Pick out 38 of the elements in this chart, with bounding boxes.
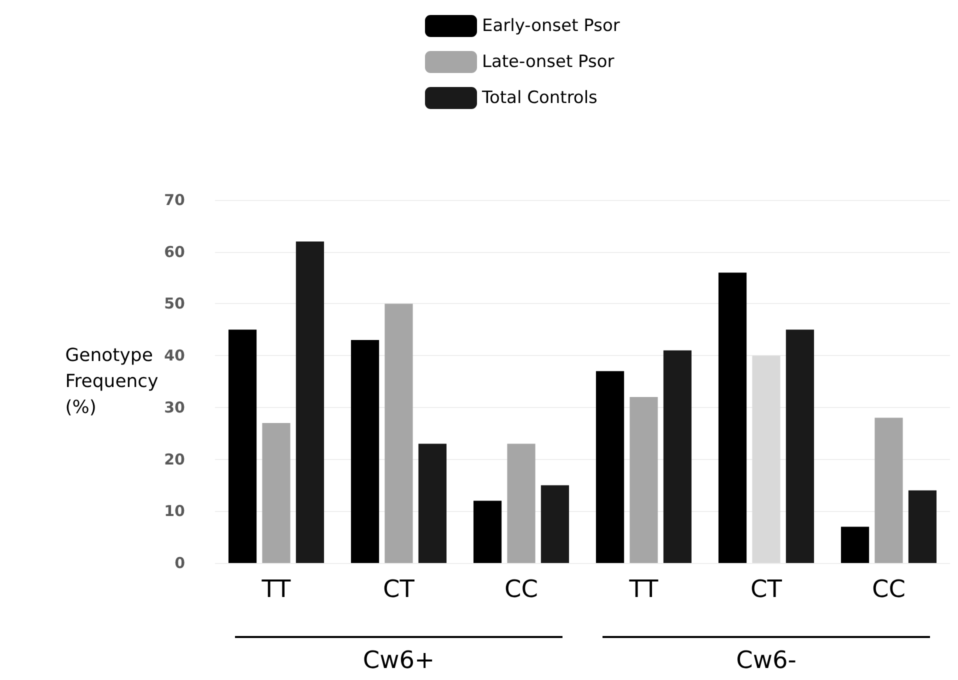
bar — [228, 330, 257, 563]
y-tick-label: 40 — [164, 346, 185, 365]
bar — [296, 241, 324, 563]
bar — [840, 526, 870, 563]
legend-label: Total Controls — [481, 88, 598, 108]
y-tick-label: 30 — [164, 398, 185, 416]
bar — [752, 356, 780, 563]
bar — [507, 444, 536, 563]
bar — [786, 330, 814, 563]
text: Cw6+ — [362, 646, 435, 674]
bar — [663, 350, 692, 563]
y-tick-label: 50 — [164, 294, 185, 313]
x-tick-label: TT — [260, 575, 292, 603]
x-tick-label: CT — [383, 575, 415, 603]
x-tick-label: TT — [628, 575, 659, 603]
bar — [540, 485, 570, 563]
bar — [874, 418, 903, 563]
y-tick-label: 70 — [164, 191, 185, 209]
y-tick-label: 0 — [174, 554, 185, 572]
y-tick-label: 20 — [164, 450, 185, 468]
x-tick-label: CT — [750, 575, 782, 603]
bar — [718, 272, 747, 563]
legend-label: Late-onset Psor — [482, 52, 614, 72]
x-tick-label: CC — [872, 575, 906, 603]
bar — [384, 304, 413, 563]
legend-label: Early-onset Psor — [482, 16, 620, 36]
bar — [908, 490, 937, 563]
bar — [350, 340, 380, 563]
bar — [596, 371, 624, 563]
bar — [262, 422, 290, 563]
x-tick-label: CC — [504, 575, 538, 603]
text: Cw6- — [736, 646, 796, 674]
y-tick-label: 10 — [164, 502, 185, 520]
bar — [473, 500, 502, 563]
bar — [418, 444, 447, 563]
y-tick-label: 60 — [164, 242, 185, 261]
y-axis-title: Genotype Frequency (%) — [65, 345, 159, 418]
bar — [630, 397, 658, 563]
